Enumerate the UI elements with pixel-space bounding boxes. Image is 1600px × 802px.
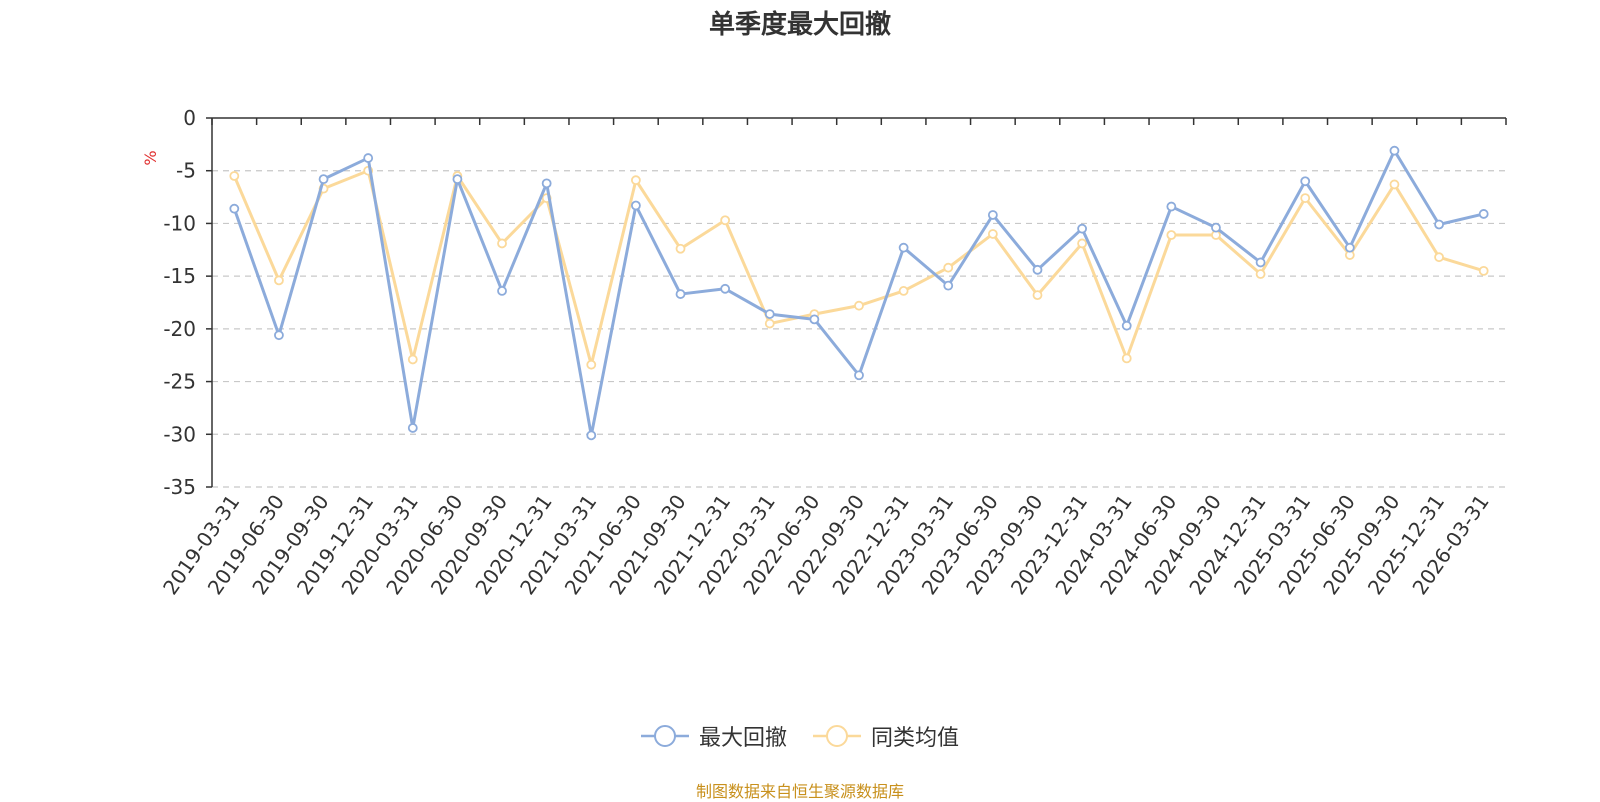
chart-title: 单季度最大回撤 xyxy=(708,10,891,40)
data-point xyxy=(1300,176,1311,187)
data-point xyxy=(1166,201,1177,212)
data-point xyxy=(1032,290,1043,301)
data-point xyxy=(987,229,998,239)
data-point xyxy=(229,171,240,181)
data-point xyxy=(630,200,641,211)
data-point xyxy=(1389,179,1400,190)
legend-item[interactable]: 最大回撤 xyxy=(640,720,787,752)
data-point xyxy=(1077,238,1088,249)
data-point xyxy=(1121,353,1132,364)
data-point xyxy=(1478,209,1489,219)
y-tick-label: -15 xyxy=(163,264,196,288)
data-point xyxy=(274,330,284,341)
data-point xyxy=(318,174,329,185)
y-tick-label: -30 xyxy=(163,422,196,446)
data-point xyxy=(541,178,552,189)
series-line-max-drawdown xyxy=(232,149,1485,437)
data-point xyxy=(586,430,597,441)
data-point xyxy=(1077,223,1088,234)
data-point xyxy=(452,174,463,185)
data-point xyxy=(898,286,909,296)
data-point xyxy=(1434,219,1444,230)
data-point xyxy=(809,314,820,325)
y-tick-label: -20 xyxy=(163,317,196,341)
data-point xyxy=(1166,230,1177,240)
data-point xyxy=(407,354,418,365)
data-point xyxy=(274,275,284,286)
data-point xyxy=(1389,145,1400,156)
data-point xyxy=(1300,193,1311,204)
data-point xyxy=(497,286,507,296)
data-point xyxy=(497,238,507,249)
legend-label: 同类均值 xyxy=(871,726,960,751)
data-point xyxy=(363,153,374,163)
legend-item[interactable]: 同类均值 xyxy=(813,720,959,752)
data-point xyxy=(1255,269,1266,279)
data-point xyxy=(943,280,954,291)
y-tick-label: -10 xyxy=(163,211,196,235)
data-point xyxy=(1255,257,1266,268)
data-point xyxy=(987,210,998,220)
data-point xyxy=(1032,264,1043,275)
data-point xyxy=(1344,242,1355,253)
data-point xyxy=(675,243,686,254)
data-point xyxy=(1211,222,1221,233)
source-note: 制图数据来自恒生聚源数据库 xyxy=(695,782,904,801)
legend-label: 最大回撤 xyxy=(698,726,787,751)
data-point xyxy=(720,215,731,226)
legend-line-circle-icon xyxy=(813,725,861,747)
y-axis-label: % xyxy=(141,150,160,165)
data-point xyxy=(1434,252,1444,263)
data-point xyxy=(898,242,909,253)
data-point xyxy=(586,359,597,370)
data-point xyxy=(675,289,686,299)
data-point xyxy=(943,262,954,273)
legend: 最大回撤 同类均值 xyxy=(0,720,1600,752)
data-point xyxy=(630,175,641,186)
data-point xyxy=(764,318,775,329)
data-point xyxy=(407,423,418,433)
y-tick-label: 0 xyxy=(183,106,196,130)
data-point xyxy=(854,300,864,311)
data-point xyxy=(1478,265,1489,276)
y-tick-label: -35 xyxy=(163,475,196,499)
y-tick-label: -5 xyxy=(176,159,196,183)
data-point xyxy=(720,283,731,294)
legend-line-circle-icon xyxy=(640,725,689,747)
data-point xyxy=(854,370,864,381)
y-tick-label: -25 xyxy=(163,370,196,394)
data-point xyxy=(1121,320,1132,331)
data-point xyxy=(229,203,240,214)
data-point xyxy=(764,309,775,319)
